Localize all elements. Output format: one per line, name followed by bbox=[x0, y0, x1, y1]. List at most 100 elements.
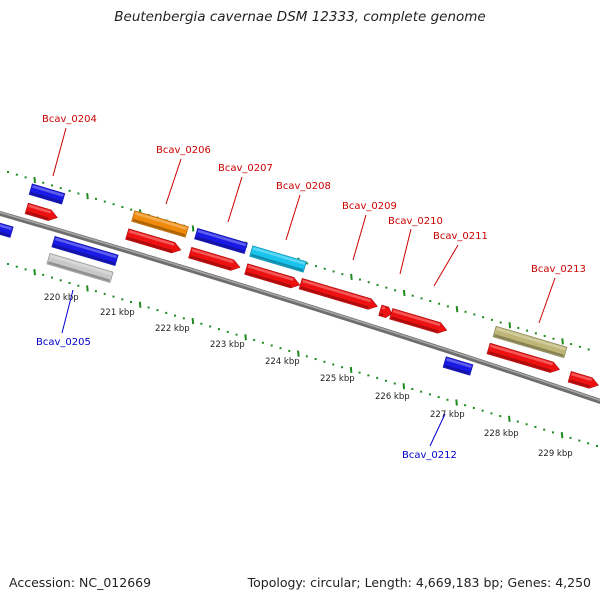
gene-feature-13[interactable] bbox=[378, 304, 394, 319]
outer-track-dot bbox=[420, 297, 423, 300]
inner-track-dot bbox=[587, 442, 590, 445]
gene-feature-shadow bbox=[250, 253, 304, 272]
outer-track-dot bbox=[411, 294, 414, 297]
outer-track-dot bbox=[50, 184, 53, 187]
gene-feature-10[interactable] bbox=[249, 245, 307, 273]
inner-track-dot bbox=[130, 301, 133, 304]
gene-feature-shadow bbox=[126, 236, 173, 253]
gene-feature-shadow bbox=[494, 334, 564, 357]
outer-track-dot bbox=[103, 200, 106, 203]
gene-feature-11[interactable] bbox=[244, 263, 302, 290]
outer-track-major-tick bbox=[402, 289, 406, 297]
inner-track-dot bbox=[209, 325, 212, 328]
gene-feature-9[interactable] bbox=[188, 246, 242, 272]
gene-feature-highlight bbox=[0, 223, 12, 231]
inner-track-dot bbox=[534, 425, 537, 428]
outer-track-dot bbox=[446, 305, 449, 308]
inner-track-dot bbox=[393, 382, 396, 385]
gene-label-bcav-0213[interactable]: Bcav_0213 bbox=[531, 264, 586, 275]
gene-label-bcav-0206[interactable]: Bcav_0206 bbox=[156, 145, 211, 156]
gene-labels: Bcav_0204Bcav_0205Bcav_0206Bcav_0207Bcav… bbox=[36, 114, 586, 461]
gene-feature-15[interactable] bbox=[442, 356, 474, 376]
inner-track-major-tick bbox=[349, 366, 353, 374]
gene-label-bcav-0212[interactable]: Bcav_0212 bbox=[402, 450, 457, 461]
gene-feature-highlight bbox=[446, 357, 472, 368]
outer-track-dot bbox=[438, 302, 441, 305]
inner-track-dot bbox=[24, 268, 27, 271]
outer-track-dot bbox=[121, 205, 124, 208]
outer-track-dot bbox=[112, 203, 115, 206]
gene-feature-shadow bbox=[569, 379, 591, 388]
gene-feature-shadow bbox=[30, 191, 62, 204]
gene-feature-shadow bbox=[52, 244, 115, 265]
gene-feature-17[interactable] bbox=[486, 342, 561, 375]
gene-label-bcav-0207[interactable]: Bcav_0207 bbox=[218, 163, 273, 174]
inner-track-dot bbox=[464, 404, 467, 407]
inner-track-dot bbox=[121, 298, 124, 301]
kbp-scale-labels: 220 kbp 221 kbp 222 kbp 223 kbp 224 kbp 225 k… bbox=[44, 293, 573, 459]
gene-feature-shadow bbox=[189, 255, 232, 270]
inner-track-dot bbox=[472, 406, 475, 409]
inner-track-dot bbox=[235, 333, 238, 336]
inner-track-dot bbox=[332, 363, 335, 366]
gene-label-bcav-0204[interactable]: Bcav_0204 bbox=[42, 114, 97, 125]
inner-track-dot bbox=[226, 330, 229, 333]
gene-label-bcav-0205[interactable]: Bcav_0205 bbox=[36, 337, 91, 348]
inner-track-major-tick bbox=[244, 334, 247, 341]
outer-track-dot bbox=[306, 262, 309, 265]
gene-feature-16[interactable] bbox=[492, 325, 568, 359]
inner-track-dot bbox=[341, 366, 344, 369]
inner-track-dot bbox=[182, 317, 185, 320]
gene-label-bcav-0209[interactable]: Bcav_0209 bbox=[342, 201, 397, 212]
outer-track-dot bbox=[376, 283, 379, 286]
gene-feature-18[interactable] bbox=[567, 371, 600, 390]
outer-track-dot bbox=[499, 321, 502, 324]
gene-feature-shadow bbox=[26, 211, 49, 220]
inner-track-dot bbox=[481, 409, 484, 412]
gene-feature-1[interactable] bbox=[28, 183, 66, 205]
inner-track-dot bbox=[217, 328, 220, 331]
gene-feature-14[interactable] bbox=[389, 308, 449, 335]
gene-feature-highlight bbox=[128, 230, 175, 246]
inner-track-major-tick bbox=[33, 269, 36, 276]
outer-track-dot bbox=[385, 286, 388, 289]
gene-feature-12[interactable] bbox=[298, 277, 379, 311]
gene-feature-5[interactable] bbox=[46, 252, 114, 284]
gene-feature-4[interactable] bbox=[51, 235, 119, 267]
inner-track-dot bbox=[165, 311, 168, 314]
kbp-label: 224 kbp bbox=[265, 357, 300, 367]
outer-track-dot bbox=[543, 335, 546, 338]
gene-label-leader-line bbox=[227, 176, 243, 223]
inner-track-dot bbox=[490, 412, 493, 415]
gene-feature-7[interactable] bbox=[125, 228, 183, 255]
gene-label-bcav-0211[interactable]: Bcav_0211 bbox=[433, 231, 488, 242]
gene-label-leader-line bbox=[52, 127, 67, 177]
backbone-line bbox=[0, 210, 600, 404]
inner-track-dot bbox=[384, 379, 387, 382]
gene-feature-highlight bbox=[134, 212, 188, 230]
gene-feature-shadow bbox=[195, 236, 245, 253]
gene-feature-2[interactable] bbox=[24, 202, 59, 223]
gene-feature-3[interactable] bbox=[0, 222, 14, 238]
gene-feature-8[interactable] bbox=[194, 227, 248, 255]
inner-track-major-tick bbox=[86, 285, 89, 292]
inner-track-dot bbox=[253, 339, 256, 342]
inner-track-dot bbox=[68, 282, 71, 285]
gene-feature-shadow bbox=[245, 271, 292, 288]
outer-track-dot bbox=[534, 332, 537, 335]
inner-track-dot bbox=[112, 295, 115, 298]
outer-track-dot bbox=[59, 187, 62, 190]
gene-label-bcav-0210[interactable]: Bcav_0210 bbox=[388, 216, 443, 227]
gene-feature-highlight bbox=[381, 306, 386, 310]
kbp-label: 229 kbp bbox=[538, 449, 573, 459]
inner-track-dot bbox=[77, 284, 80, 287]
outer-track-dot bbox=[68, 189, 71, 192]
gene-feature-highlight bbox=[191, 248, 234, 264]
inner-track-dot bbox=[569, 436, 572, 439]
gene-feature-6[interactable] bbox=[131, 210, 189, 238]
gene-label-leader-line bbox=[429, 413, 446, 447]
inner-track-dot bbox=[420, 390, 423, 393]
gene-label-bcav-0208[interactable]: Bcav_0208 bbox=[276, 181, 331, 192]
inner-track-dot bbox=[94, 290, 97, 293]
gene-label-leader-line bbox=[285, 194, 301, 241]
